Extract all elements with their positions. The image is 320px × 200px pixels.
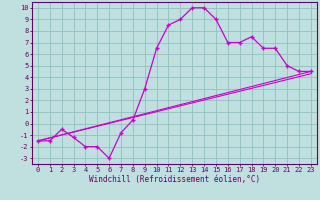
X-axis label: Windchill (Refroidissement éolien,°C): Windchill (Refroidissement éolien,°C) (89, 175, 260, 184)
